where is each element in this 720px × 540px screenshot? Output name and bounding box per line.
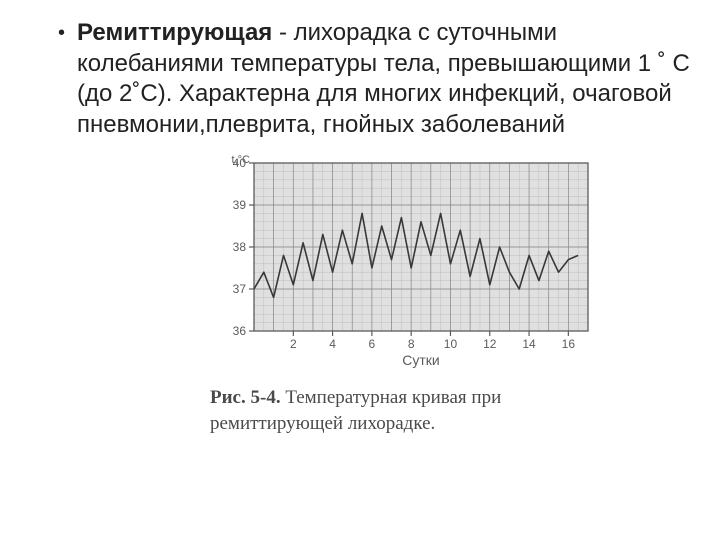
- svg-text:12: 12: [483, 337, 497, 351]
- svg-text:39: 39: [233, 198, 247, 212]
- temperature-chart: 3637383940t,°C246810121416Сутки: [210, 151, 600, 371]
- term: Ремиттирующая: [77, 19, 272, 46]
- svg-text:2: 2: [290, 337, 297, 351]
- svg-text:t,°C: t,°C: [232, 154, 251, 166]
- svg-text:14: 14: [522, 337, 536, 351]
- svg-text:16: 16: [562, 337, 576, 351]
- chart-svg: 3637383940t,°C246810121416Сутки: [210, 151, 600, 371]
- svg-text:10: 10: [444, 337, 458, 351]
- bullet-marker: •: [50, 18, 65, 48]
- svg-text:4: 4: [329, 337, 336, 351]
- figure-caption: Рис. 5-4. Температурная кривая при ремит…: [210, 385, 610, 436]
- definition-text: Ремиттирующая - лихорадка с суточными ко…: [77, 18, 690, 141]
- svg-text:36: 36: [233, 324, 247, 338]
- figure: 3637383940t,°C246810121416Сутки Рис. 5-4…: [210, 151, 610, 436]
- svg-text:8: 8: [408, 337, 415, 351]
- svg-text:37: 37: [233, 282, 247, 296]
- bullet-item: • Ремиттирующая - лихорадка с суточными …: [50, 18, 690, 141]
- svg-text:6: 6: [369, 337, 376, 351]
- svg-text:38: 38: [233, 240, 247, 254]
- figure-number: Рис. 5-4.: [210, 387, 281, 408]
- svg-text:Сутки: Сутки: [402, 352, 439, 368]
